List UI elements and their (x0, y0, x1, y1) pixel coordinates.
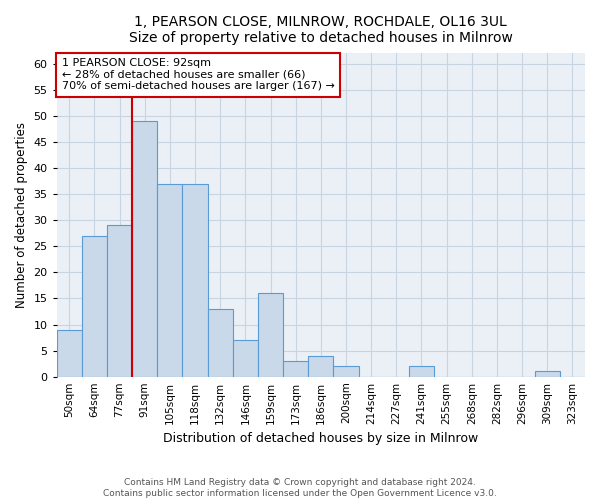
Bar (107, 226, 132, 376)
Bar (233, 340, 258, 376)
Bar (132, 121, 157, 376)
Bar (182, 184, 208, 376)
Bar (157, 184, 182, 376)
Text: 1 PEARSON CLOSE: 92sqm
← 28% of detached houses are smaller (66)
70% of semi-det: 1 PEARSON CLOSE: 92sqm ← 28% of detached… (62, 58, 335, 92)
Text: Contains HM Land Registry data © Crown copyright and database right 2024.
Contai: Contains HM Land Registry data © Crown c… (103, 478, 497, 498)
Bar (258, 293, 283, 376)
Bar (535, 372, 560, 376)
Y-axis label: Number of detached properties: Number of detached properties (15, 122, 28, 308)
Bar (334, 366, 359, 376)
Title: 1, PEARSON CLOSE, MILNROW, ROCHDALE, OL16 3UL
Size of property relative to detac: 1, PEARSON CLOSE, MILNROW, ROCHDALE, OL1… (129, 15, 513, 45)
Bar (308, 356, 334, 376)
Bar (57, 330, 82, 376)
Bar (82, 236, 107, 376)
Bar (208, 309, 233, 376)
Bar (409, 366, 434, 376)
Bar (283, 361, 308, 376)
X-axis label: Distribution of detached houses by size in Milnrow: Distribution of detached houses by size … (163, 432, 478, 445)
